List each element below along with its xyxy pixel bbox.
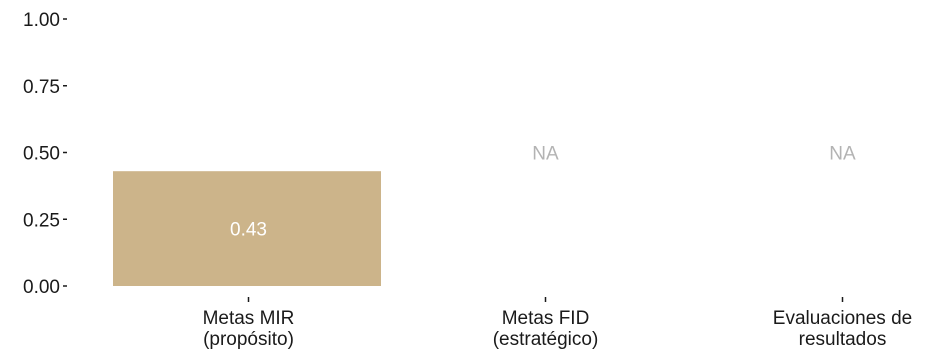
x-axis: Metas MIR(propósito) Metas FID(estratégic… <box>203 297 912 350</box>
x-category-label: Metas MIR <box>203 308 295 329</box>
y-axis: 0.00 0.25 0.50 0.75 1.00 <box>23 10 67 298</box>
y-tick-label: 1.00 <box>23 10 60 31</box>
x-category-label: (estratégico) <box>493 329 599 350</box>
y-tick-label: 0.75 <box>23 77 60 98</box>
bar <box>113 171 381 286</box>
na-label: NA <box>532 144 559 165</box>
x-category-label: (propósito) <box>203 329 294 350</box>
bars: 0.43 NA NA <box>113 144 856 286</box>
na-label: NA <box>829 144 856 165</box>
x-category-label: Metas FID <box>502 308 590 329</box>
x-category-label: resultados <box>799 329 887 350</box>
x-category-label: Evaluaciones de <box>773 308 912 329</box>
bar-value-label: 0.43 <box>230 220 267 241</box>
y-tick-label: 0.25 <box>23 210 60 231</box>
y-tick-label: 0.50 <box>23 144 60 165</box>
y-tick-label: 0.00 <box>23 277 60 298</box>
